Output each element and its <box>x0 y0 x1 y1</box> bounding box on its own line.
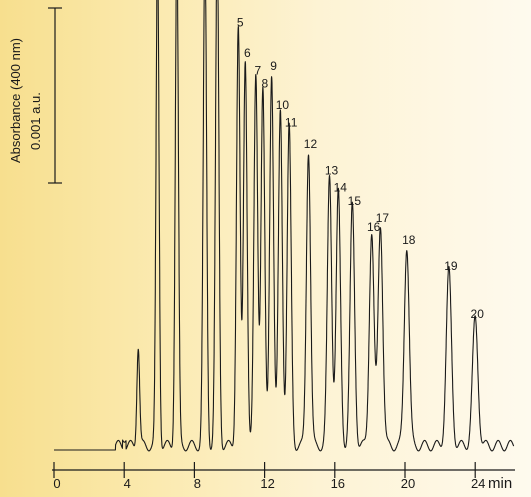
chromatogram-trace <box>53 0 515 452</box>
y-axis-label: Absorbance (400 nm) <box>8 38 23 163</box>
x-tick-label: 0 <box>53 476 60 491</box>
x-tick-label: 4 <box>124 476 131 491</box>
peak-label: 8 <box>262 76 269 90</box>
peak-label: 18 <box>402 233 416 247</box>
peak-label: 11 <box>285 115 298 129</box>
peak-label: 15 <box>348 194 362 208</box>
peak-label: 14 <box>334 181 348 195</box>
x-tick-label: 16 <box>331 476 345 491</box>
peak-label: 12 <box>304 137 318 151</box>
peak-label: 19 <box>444 259 458 273</box>
peak-label: 20 <box>471 307 485 321</box>
x-tick-label: 8 <box>194 476 201 491</box>
scale-bar-label: 0.001 a.u. <box>28 92 43 150</box>
peak-label: 9 <box>270 59 277 73</box>
x-tick-label: 12 <box>260 476 274 491</box>
peak-label: 7 <box>254 63 261 77</box>
x-axis-unit: min <box>488 475 512 492</box>
peak-label: 13 <box>325 163 339 177</box>
peak-label: 17 <box>376 211 390 225</box>
peak-label: 5 <box>237 15 244 29</box>
x-tick-label: 20 <box>401 476 415 491</box>
peak-label: 10 <box>276 98 290 112</box>
x-ticks: 0 4 8 12 16 20 24 <box>53 462 485 491</box>
peak-label: 16 <box>367 220 381 234</box>
x-tick-label: 24 <box>471 476 485 491</box>
peak-label: 6 <box>244 46 251 60</box>
